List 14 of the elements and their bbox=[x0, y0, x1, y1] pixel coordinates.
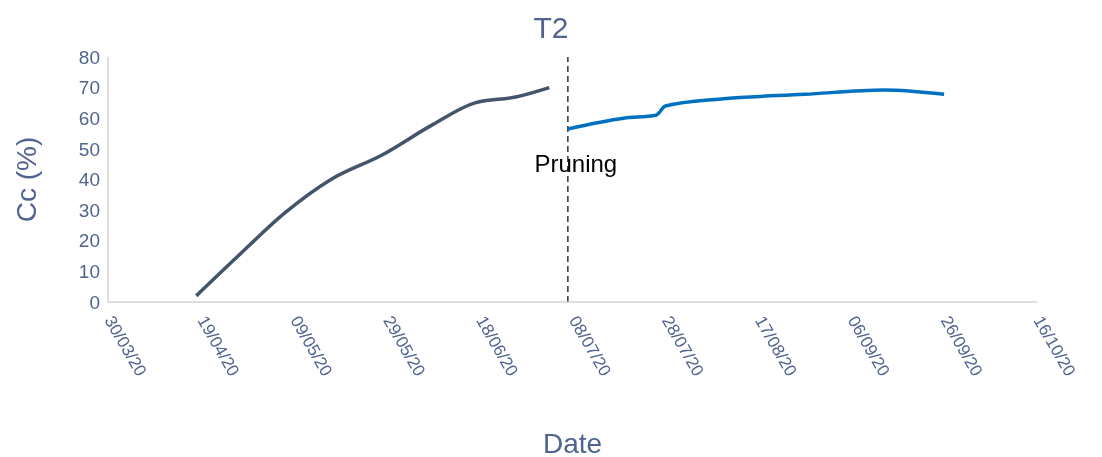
y-tick-label: 50 bbox=[78, 138, 100, 160]
y-tick-label: 80 bbox=[78, 46, 100, 68]
y-tick-label: 20 bbox=[78, 230, 100, 252]
y-tick-label: 60 bbox=[78, 108, 100, 129]
x-axis-title: Date bbox=[542, 428, 603, 457]
ref-line-label: Pruning bbox=[534, 150, 618, 178]
chart-title: T2 bbox=[532, 10, 570, 46]
y-tick-label: 70 bbox=[78, 77, 100, 99]
y-axis-title: Cc (%) bbox=[10, 136, 42, 223]
y-tick-label: 40 bbox=[78, 169, 100, 191]
line-series bbox=[566, 88, 946, 131]
y-tick-label: 0 bbox=[89, 291, 100, 313]
y-tick-label: 10 bbox=[78, 261, 100, 283]
y-tick-label: 30 bbox=[78, 199, 100, 221]
